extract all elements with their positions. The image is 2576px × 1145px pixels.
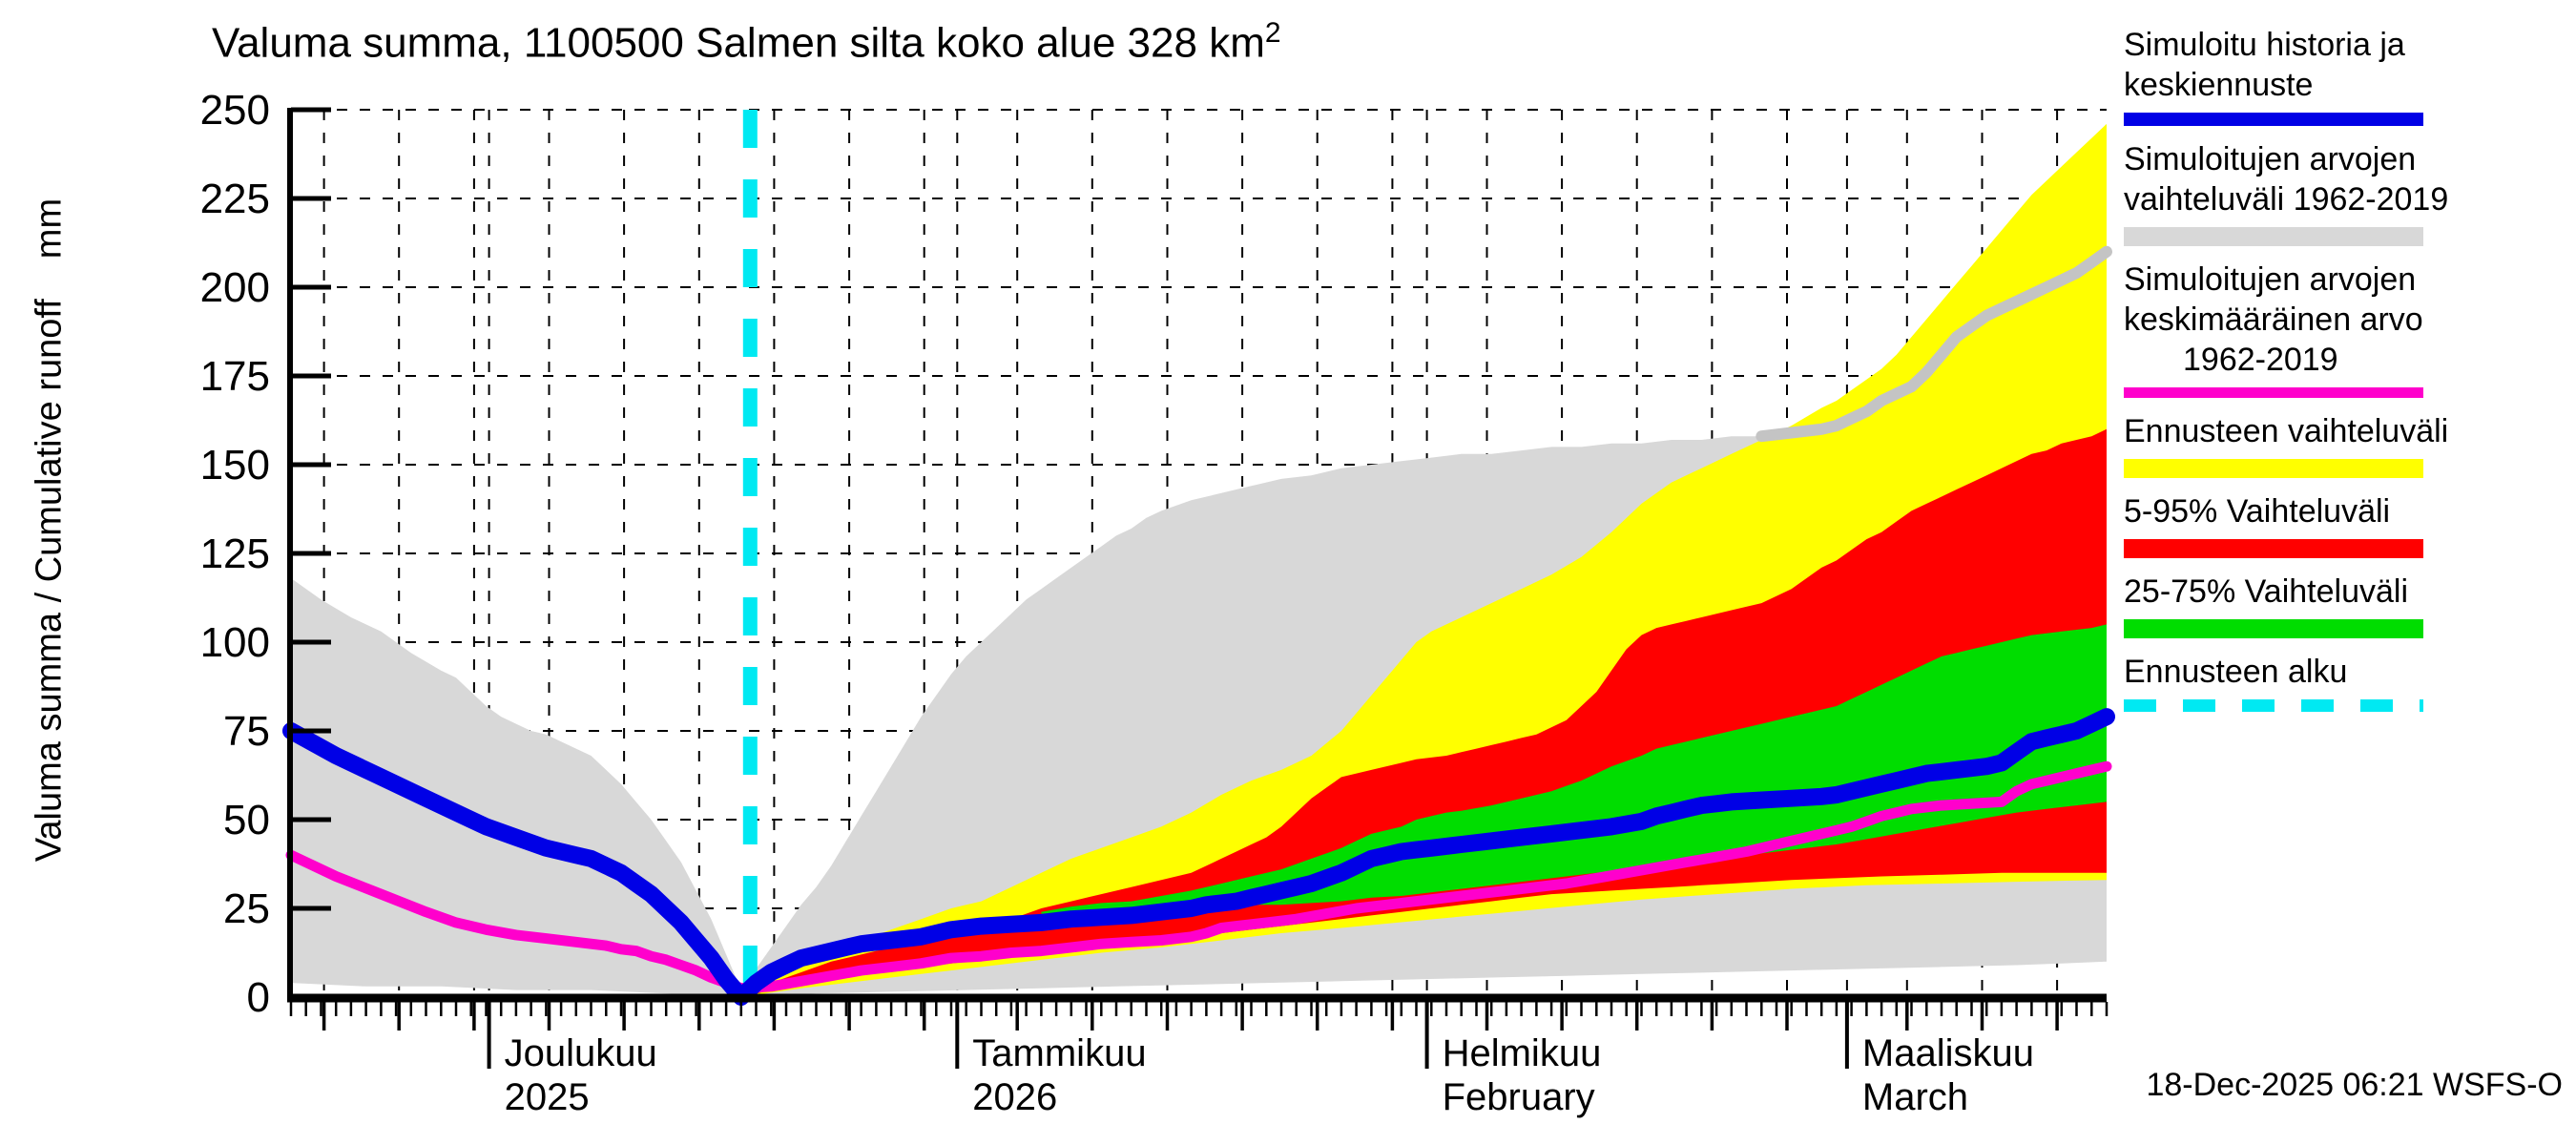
legend-label-ennusteen-alku: Ennusteen alku xyxy=(2124,652,2572,692)
legend-swatch-simuloitujen-arvojen-vaihteluvali-icon xyxy=(2124,227,2423,246)
legend-item-simuloitujen-arvojen-keskiarvo: Simuloitujen arvojen keskimääräinen arvo 1… xyxy=(2124,260,2572,398)
legend-label-line: Simuloitujen arvojen xyxy=(2124,141,2417,177)
chart-title-superscript: 2 xyxy=(1264,17,1281,49)
legend-item-vaihteluvali-25-75: 25-75% Vaihteluväli xyxy=(2124,572,2572,638)
legend-label-line: Simuloitu historia ja xyxy=(2124,27,2405,63)
y-tick-label: 0 xyxy=(247,974,270,1021)
legend-label-line: 1962-2019 xyxy=(2183,342,2338,378)
legend-label-line: 5-95% Vaihteluväli xyxy=(2124,493,2391,530)
timestamp: 18-Dec-2025 06:21 WSFS-O xyxy=(2146,1067,2563,1103)
y-tick-label: 50 xyxy=(223,797,270,843)
band-range-25-75 xyxy=(1041,624,2107,914)
legend-label-line: Simuloitujen arvojen xyxy=(2124,261,2417,298)
month-label: Tammikuu xyxy=(972,1032,1146,1074)
line-simulated-history-and-mean-forecast xyxy=(282,708,2115,1006)
legend-item-simuloitu-historia-ja-keskiennuste: Simuloitu historia ja keskiennuste xyxy=(2124,25,2572,126)
legend-item-vaihteluvali-5-95: 5-95% Vaihteluväli xyxy=(2124,491,2572,558)
legend-swatch-vaihteluvali-25-75-icon xyxy=(2124,619,2423,638)
legend-label-simuloitu-historia-ja-keskiennuste: Simuloitu historia ja keskiennuste xyxy=(2124,25,2572,105)
y-axis-label: Valuma summa / Cumulative runoff mm xyxy=(30,87,71,974)
band-range-5-95 xyxy=(740,428,2107,997)
legend-item-ennusteen-vaihteluvali: Ennusteen vaihteluväli xyxy=(2124,411,2572,478)
y-tick-label: 175 xyxy=(200,353,270,400)
legend-swatch-vaihteluvali-5-95-icon xyxy=(2124,539,2423,558)
legend-label-line: Ennusteen vaihteluväli xyxy=(2124,413,2449,449)
legend-label-vaihteluvali-25-75: 25-75% Vaihteluväli xyxy=(2124,572,2572,612)
month-label: Helmikuu xyxy=(1443,1032,1602,1074)
legend-swatch-ennusteen-vaihteluvali-icon xyxy=(2124,459,2423,478)
y-axis-unit: mm xyxy=(29,198,70,260)
y-tick-label: 100 xyxy=(200,619,270,666)
line-simulated-range-upper-edge xyxy=(1755,245,2112,443)
legend-swatch-ennusteen-alku-icon xyxy=(2124,699,2423,712)
legend-label-line: keskiennuste xyxy=(2124,67,2314,103)
y-tick-label: 200 xyxy=(200,264,270,311)
legend-label-line: Ennusteen alku xyxy=(2124,654,2348,690)
legend: Simuloitu historia ja keskiennuste Simuloi… xyxy=(2124,25,2572,712)
y-tick-label: 75 xyxy=(223,708,270,755)
legend-item-simuloitujen-arvojen-vaihteluvali: Simuloitujen arvojen vaihteluväli 1962-20… xyxy=(2124,139,2572,246)
legend-label-simuloitujen-arvojen-vaihteluvali: Simuloitujen arvojen vaihteluväli 1962-20… xyxy=(2124,139,2572,219)
y-tick-label: 225 xyxy=(200,176,270,222)
line-simulated-mean-1962-2019 xyxy=(285,760,2112,994)
month-year-label: 2025 xyxy=(505,1076,590,1118)
chart-title: Valuma summa, 1100500 Salmen silta koko … xyxy=(212,17,1281,68)
month-year-label: March xyxy=(1862,1076,1968,1118)
chart-title-text: Valuma summa, 1100500 Salmen silta koko … xyxy=(212,19,1265,67)
legend-item-ennusteen-alku: Ennusteen alku xyxy=(2124,652,2572,712)
month-label: Joulukuu xyxy=(505,1032,657,1074)
legend-label-ennusteen-vaihteluvali: Ennusteen vaihteluväli xyxy=(2124,411,2572,451)
month-label: Maaliskuu xyxy=(1862,1032,2034,1074)
y-tick-label: 250 xyxy=(200,87,270,134)
legend-label-line: keskimääräinen arvo xyxy=(2124,302,2423,338)
y-tick-label: 150 xyxy=(200,442,270,489)
legend-swatch-simuloitujen-arvojen-keskiarvo-icon xyxy=(2124,387,2423,398)
legend-label-simuloitujen-arvojen-keskiarvo: Simuloitujen arvojen keskimääräinen arvo 1… xyxy=(2124,260,2572,380)
legend-label-vaihteluvali-5-95: 5-95% Vaihteluväli xyxy=(2124,491,2572,531)
y-tick-label: 125 xyxy=(200,531,270,577)
legend-label-line: 25-75% Vaihteluväli xyxy=(2124,573,2408,610)
y-axis-label-text: Valuma summa / Cumulative runoff xyxy=(29,299,70,863)
legend-label-line: vaihteluväli 1962-2019 xyxy=(2124,181,2449,218)
legend-swatch-simuloitu-historia-ja-keskiennuste-icon xyxy=(2124,113,2423,126)
month-year-label: February xyxy=(1443,1076,1595,1118)
y-tick-label: 25 xyxy=(223,885,270,932)
month-year-label: 2026 xyxy=(972,1076,1057,1118)
